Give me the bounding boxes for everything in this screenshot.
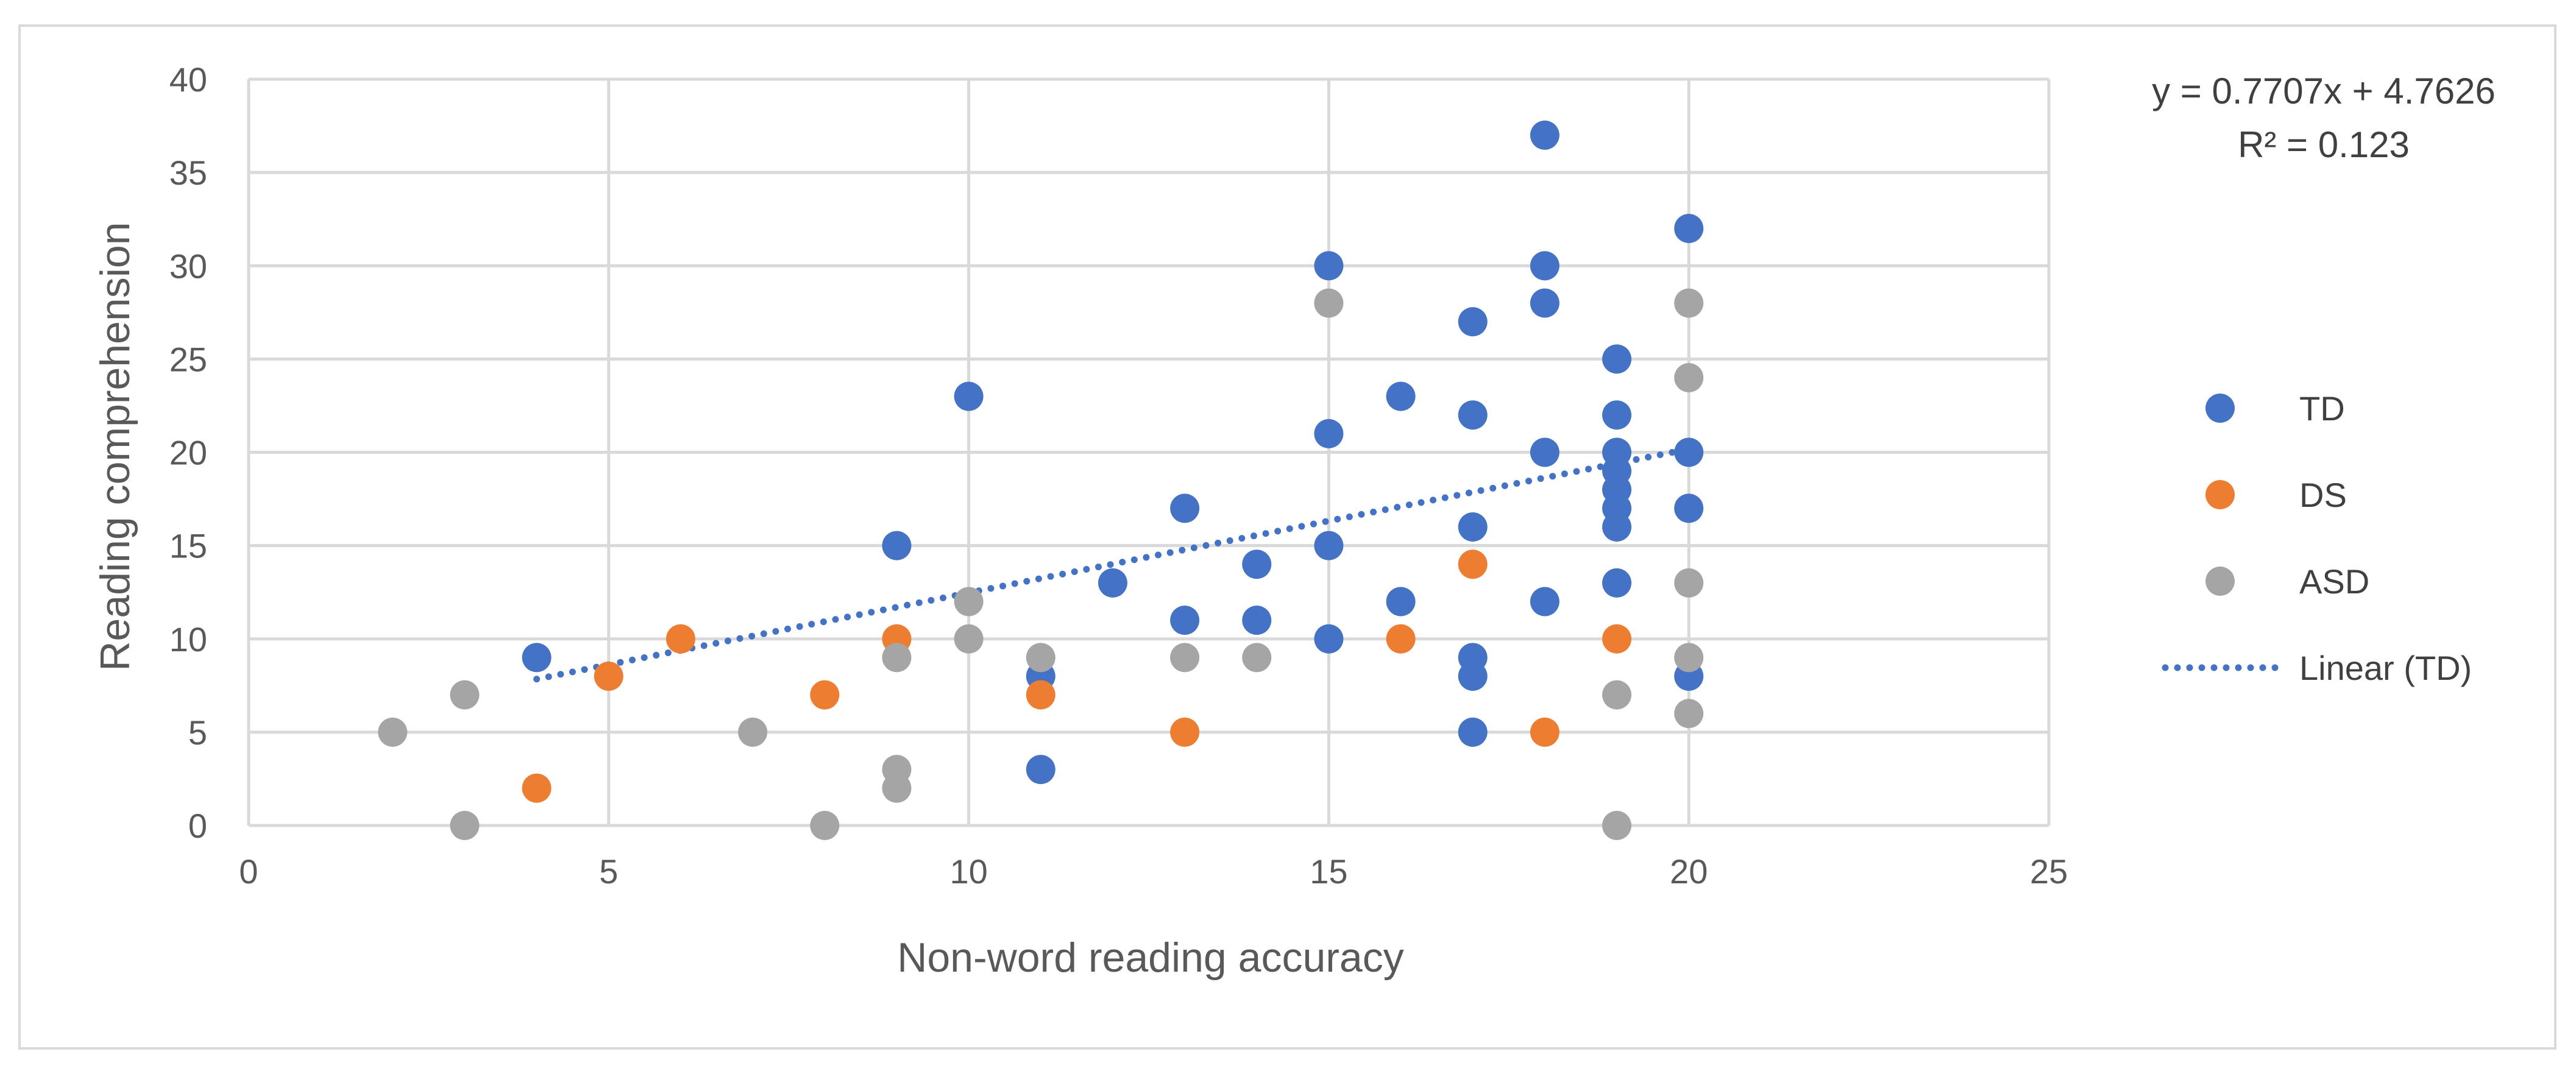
legend-label-asd: ASD: [2299, 562, 2369, 601]
point-asd: [450, 811, 480, 840]
chart-area: [18, 24, 2556, 1050]
trendline-r-squared: R² = 0.123: [2238, 124, 2410, 165]
y-tick-label: 25: [169, 340, 207, 378]
point-td: [1602, 400, 1632, 430]
y-tick-label: 10: [169, 620, 207, 659]
point-td: [954, 381, 984, 411]
point-td: [1674, 493, 1704, 523]
point-td: [1242, 606, 1272, 635]
point-asd: [810, 811, 840, 840]
y-tick-label: 20: [169, 434, 207, 472]
point-ds: [1170, 717, 1200, 747]
point-asd: [1674, 643, 1704, 673]
point-ds: [594, 662, 623, 691]
legend-label-td: TD: [2299, 389, 2345, 428]
point-td: [1674, 214, 1704, 243]
point-td: [1530, 120, 1559, 150]
point-td: [1242, 549, 1272, 579]
point-td: [1530, 587, 1559, 616]
point-asd: [1674, 288, 1704, 318]
point-asd: [1170, 643, 1200, 673]
point-ds: [1530, 717, 1559, 747]
point-td: [1170, 606, 1200, 635]
x-tick-label: 5: [599, 852, 618, 891]
data-points: [378, 120, 1704, 840]
point-asd: [1674, 363, 1704, 392]
trendline-equation: y = 0.7707x + 4.7626: [2152, 71, 2496, 111]
point-asd: [378, 717, 408, 747]
point-td: [1530, 251, 1559, 281]
point-ds: [1458, 549, 1488, 579]
point-td: [1458, 400, 1488, 430]
y-tick-label: 0: [188, 807, 207, 845]
point-ds: [665, 624, 695, 654]
point-td: [1458, 662, 1488, 691]
point-td: [1458, 307, 1488, 337]
y-axis-title: Reading comprehension: [92, 222, 138, 671]
point-td: [1314, 531, 1344, 560]
point-ds: [522, 773, 552, 803]
point-td: [1530, 288, 1559, 318]
point-asd: [1674, 699, 1704, 729]
point-td: [1602, 568, 1632, 598]
point-asd: [1026, 643, 1056, 673]
legend-label-trendline: Linear (TD): [2299, 649, 2472, 687]
point-ds: [810, 680, 840, 710]
point-ds: [1026, 680, 1056, 710]
point-asd: [1314, 288, 1344, 318]
point-asd: [1602, 811, 1632, 840]
linear-trendline: [533, 445, 1692, 683]
point-td: [1314, 624, 1344, 654]
point-asd: [954, 624, 984, 654]
legend: TD DS ASD Linear (TD): [2162, 389, 2472, 687]
gridlines: [247, 77, 2051, 827]
y-axis-ticks: 0 5 10 15 20 25 30 35 40: [169, 60, 207, 845]
point-asd: [882, 773, 912, 803]
x-tick-label: 10: [949, 852, 987, 891]
point-asd: [1242, 643, 1272, 673]
point-asd: [450, 680, 480, 710]
point-td: [1602, 512, 1632, 542]
point-asd: [954, 587, 984, 616]
y-tick-label: 40: [169, 60, 207, 99]
point-td: [1314, 251, 1344, 281]
y-tick-label: 15: [169, 527, 207, 565]
point-ds: [1602, 624, 1632, 654]
point-td: [1530, 437, 1559, 467]
point-td: [1170, 493, 1200, 523]
point-td: [522, 643, 552, 673]
x-tick-label: 0: [239, 852, 258, 891]
point-td: [1458, 512, 1488, 542]
x-tick-label: 15: [1310, 852, 1347, 891]
legend-marker-ds: [2205, 480, 2235, 509]
y-tick-label: 35: [169, 154, 207, 192]
point-asd: [1602, 680, 1632, 710]
y-tick-label: 5: [188, 713, 207, 752]
point-asd: [882, 643, 912, 673]
legend-marker-asd: [2205, 567, 2235, 596]
point-td: [1602, 344, 1632, 374]
point-td: [1026, 755, 1056, 785]
x-tick-label: 25: [2030, 852, 2068, 891]
point-asd: [738, 717, 768, 747]
x-axis-title: Non-word reading accuracy: [897, 934, 1404, 981]
legend-marker-td: [2205, 394, 2235, 423]
trendline-layer: [533, 445, 1692, 683]
point-td: [1386, 381, 1416, 411]
point-td: [882, 531, 912, 560]
point-td: [1386, 587, 1416, 616]
point-asd: [1674, 568, 1704, 598]
y-tick-label: 30: [169, 247, 207, 285]
x-axis-ticks: 0 5 10 15 20 25: [239, 852, 2068, 891]
point-td: [1314, 419, 1344, 448]
point-td: [1458, 717, 1488, 747]
legend-label-ds: DS: [2299, 476, 2347, 514]
point-td: [1098, 568, 1127, 598]
point-ds: [1386, 624, 1416, 654]
x-tick-label: 20: [1670, 852, 1708, 891]
point-td: [1674, 437, 1704, 467]
